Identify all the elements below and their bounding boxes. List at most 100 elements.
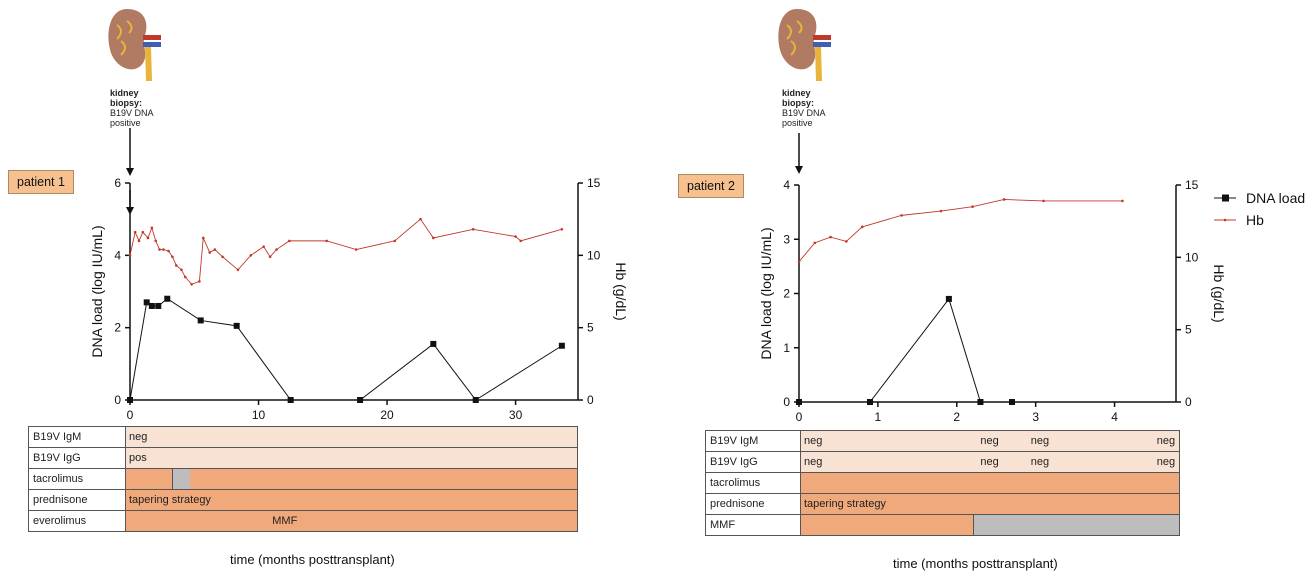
patient-label: patient 1 — [8, 170, 74, 194]
regimen-text: neg — [1156, 456, 1176, 468]
hb-point — [432, 236, 435, 240]
chart-patient-1: 0 2 4 6 0 5 10 15 0 10 20 30 DNA load (log IU/mL) Hb … — [89, 128, 629, 422]
hb-point — [171, 255, 174, 259]
biopsy-arrow-head — [795, 166, 803, 174]
hb-point — [133, 230, 137, 234]
left-y-tick-label: 0 — [783, 395, 790, 409]
regimen-text: neg — [129, 431, 148, 443]
hb-point — [146, 236, 150, 240]
regimen-row: tacrolimus — [705, 472, 1180, 494]
left-y-tick-label: 0 — [114, 393, 121, 407]
hb-point — [514, 235, 517, 238]
right-y-tick-label: 10 — [1185, 250, 1199, 264]
regimen-text: MMF — [272, 515, 298, 527]
regimen-segment — [126, 448, 577, 468]
regimen-text: neg — [804, 435, 823, 447]
hb-point — [236, 268, 240, 272]
hb-point — [829, 235, 832, 239]
dna-point — [558, 342, 565, 349]
regimen-row-label: B19V IgG — [28, 447, 126, 469]
dna-point — [867, 399, 873, 405]
regimen-text: neg — [1030, 435, 1050, 447]
hb-point — [198, 280, 201, 283]
hb-point — [393, 239, 397, 243]
dna-point — [233, 322, 240, 329]
dna-point — [430, 340, 437, 347]
dna-point — [287, 397, 294, 403]
hb-point — [1042, 199, 1045, 203]
dna-point — [148, 302, 155, 309]
left-y-tick-label: 4 — [114, 248, 121, 262]
regimen-segment — [126, 469, 173, 489]
hb-point — [154, 239, 158, 243]
hb-point — [275, 248, 278, 251]
regimen-row-label: B19V IgG — [705, 451, 801, 473]
hb-point — [158, 248, 161, 251]
kidney-icon — [775, 5, 835, 95]
right-y-tick-label: 15 — [1185, 178, 1199, 192]
regimen-text: pos — [129, 452, 147, 464]
hb-point — [860, 225, 864, 229]
right-y-tick-label: 0 — [1185, 395, 1192, 409]
kidney-icon — [105, 5, 165, 95]
hb-point — [190, 282, 193, 286]
hb-point — [128, 254, 132, 257]
right-y-tick-label: 5 — [1185, 323, 1192, 337]
regimen-row-label: B19V IgM — [705, 430, 801, 452]
dna-point — [164, 295, 171, 302]
hb-point — [262, 245, 265, 248]
dna-point — [472, 397, 479, 403]
regimen-row-bar — [125, 468, 578, 490]
right-y-tick-label: 5 — [587, 321, 594, 335]
right-y-axis-title: Hb (g/dL) — [1211, 264, 1227, 322]
legend-label-dna: DNA load — [1246, 190, 1305, 206]
hb-point — [560, 227, 564, 231]
legend-marker-dna — [1222, 194, 1229, 202]
x-tick-label: 30 — [509, 408, 523, 422]
regimen-row-label: tacrolimus — [705, 472, 801, 494]
x-axis-title: time (months posttransplant) — [230, 552, 395, 567]
regimen-text: neg — [1156, 435, 1176, 447]
regimen-row: prednisone tapering strategy — [705, 493, 1180, 515]
biopsy-arrow-head — [126, 168, 134, 176]
regimen-segment — [801, 473, 1179, 493]
regimen-table-patient-2: B19V IgM neg neg neg neg B19V IgG neg neg neg neg… — [705, 430, 1180, 536]
panel-patient-2: kidney biopsy: B19V DNA positive patient… — [670, 0, 1315, 572]
regimen-row-bar — [800, 472, 1180, 494]
hb-point — [971, 205, 974, 208]
hb-point — [150, 226, 154, 230]
hb-point — [1121, 199, 1124, 203]
hb-point — [221, 255, 224, 259]
hb-point — [213, 248, 217, 251]
hb-point — [939, 209, 943, 213]
regimen-row: everolimus MMF — [28, 510, 578, 532]
biopsy-annotation: kidney biopsy: B19V DNA positive — [110, 88, 154, 128]
regimen-segment — [126, 490, 577, 510]
dna-line — [129, 298, 563, 401]
hb-point — [325, 239, 328, 243]
left-y-tick-label: 3 — [783, 232, 790, 246]
regimen-text: neg — [1030, 456, 1050, 468]
hb-point — [354, 248, 358, 251]
right-y-tick-label: 10 — [587, 248, 601, 262]
hb-point — [183, 275, 187, 279]
biopsy-result: B19V DNA positive — [782, 108, 826, 128]
hb-point — [268, 255, 272, 259]
dna-line — [799, 297, 1012, 403]
regimen-segment — [801, 431, 1179, 451]
dna-point — [197, 317, 204, 324]
patient-label: patient 2 — [678, 174, 744, 198]
x-tick-label: 1 — [875, 410, 882, 424]
regimen-row-bar: tapering strategy — [800, 493, 1180, 515]
hb-point — [137, 239, 141, 243]
regimen-row: B19V IgG pos — [28, 447, 578, 469]
hb-point — [167, 249, 170, 253]
hb-point — [419, 217, 422, 221]
dna-point — [945, 295, 952, 302]
hb-point — [845, 240, 848, 243]
regimen-row-bar: neg neg neg neg — [800, 451, 1180, 473]
regimen-row-label: tacrolimus — [28, 468, 126, 490]
regimen-row-label: B19V IgM — [28, 426, 126, 448]
hb-line — [129, 218, 562, 285]
regimen-row-label: prednisone — [28, 489, 126, 511]
